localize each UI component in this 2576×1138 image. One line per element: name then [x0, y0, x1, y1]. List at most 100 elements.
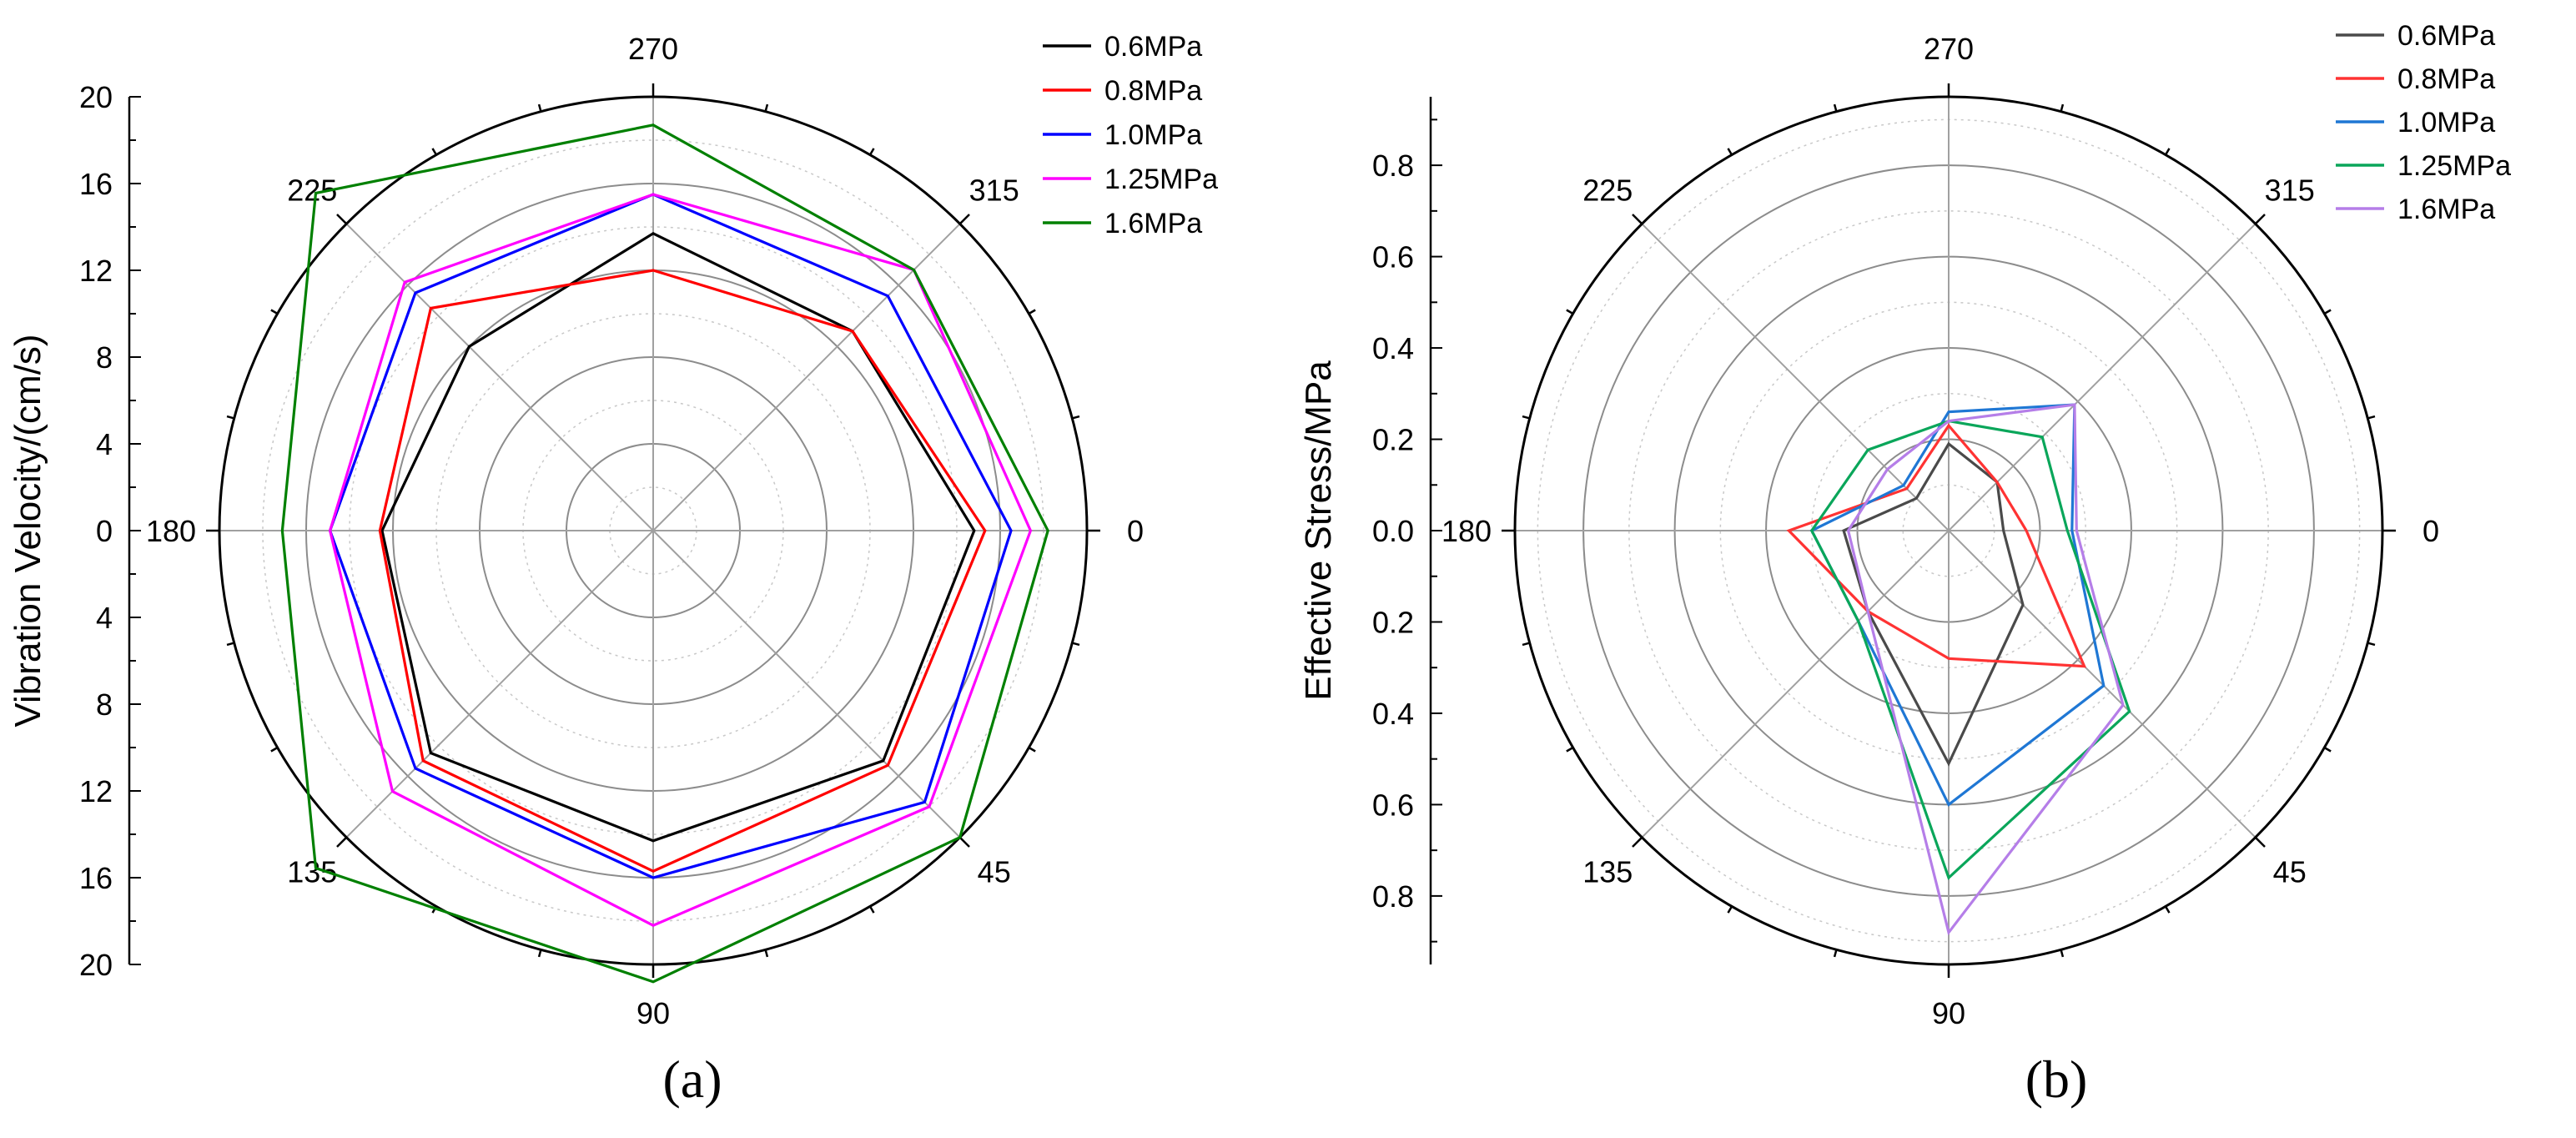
radial-tick-label: 8	[96, 340, 113, 375]
angle-tick	[764, 103, 769, 113]
angle-tick	[336, 836, 348, 848]
angle-tick	[958, 214, 970, 225]
angle-tick	[958, 836, 970, 848]
series-line-1.6MPa	[1846, 403, 2125, 936]
spoke-line	[345, 530, 654, 838]
series-line-0.8MPa	[378, 269, 987, 873]
angle-tick	[1833, 949, 1838, 958]
radial-tick-label: 0.2	[1372, 423, 1414, 457]
angle-tick	[226, 642, 235, 647]
angle-label: 270	[628, 32, 678, 66]
angle-tick	[1522, 642, 1531, 647]
angle-label: 45	[978, 855, 1011, 889]
series-line-1.25MPa	[328, 193, 1033, 927]
series-line-1.6MPa	[280, 123, 1049, 984]
angle-tick	[1727, 905, 1733, 914]
angle-tick	[336, 214, 348, 225]
angle-tick	[2060, 949, 2065, 958]
legend-label: 0.6MPa	[1104, 31, 1202, 63]
angle-tick	[1071, 642, 1080, 647]
angle-tick	[1071, 415, 1080, 420]
radial-tick-label: 0	[96, 514, 113, 548]
angle-label: 180	[1441, 514, 1492, 548]
radial-tick-label: 12	[79, 254, 113, 288]
radial-axis-title: Effective Stress/MPa	[1298, 360, 1339, 701]
radial-tick-label: 16	[79, 861, 113, 895]
spoke-line	[1641, 223, 1950, 531]
radial-tick-label: 0.6	[1372, 788, 1414, 822]
angle-tick	[1522, 415, 1531, 420]
angle-tick	[2164, 148, 2171, 156]
angle-tick	[1727, 148, 1733, 156]
radar-chart-panel-b: 0 45 90 135 180 225 270 315 0.0 0.2 0.2 0.4 0.4 0.6 0.…	[1298, 20, 2511, 1030]
radial-tick-label: 0.8	[1372, 879, 1414, 914]
angle-tick	[2164, 905, 2171, 914]
angle-tick	[2323, 309, 2332, 315]
legend-label: 1.25MPa	[2397, 150, 2511, 182]
angle-label: 270	[1924, 32, 1974, 66]
angle-tick	[764, 949, 769, 958]
legend-label: 1.6MPa	[1104, 208, 1202, 239]
radial-tick-label: 16	[79, 167, 113, 201]
radial-tick-label: 0.4	[1372, 331, 1414, 365]
angle-tick	[1632, 214, 1643, 225]
radial-tick-label: 4	[96, 427, 113, 461]
angle-label: 0	[1127, 514, 1144, 548]
angle-tick	[226, 415, 235, 420]
radar-chart-panel-a: 0459013518022527031504488121216162020Vib…	[8, 31, 1218, 1030]
radial-tick-label: 0.4	[1372, 697, 1414, 731]
angle-tick	[868, 148, 875, 156]
spoke-line	[652, 530, 961, 838]
spoke-line	[1641, 530, 1950, 838]
angle-label: 90	[636, 996, 670, 1030]
angle-tick	[868, 905, 875, 914]
angle-tick	[1566, 309, 1574, 315]
angle-label: 180	[146, 514, 196, 548]
radial-tick-label: 0.2	[1372, 605, 1414, 639]
series-line-0.6MPa	[1842, 441, 2025, 767]
radial-tick-label: 4	[96, 601, 113, 635]
angle-tick	[2323, 746, 2332, 753]
angle-label: 315	[969, 173, 1019, 207]
angle-tick	[270, 309, 279, 315]
spoke-line	[345, 223, 654, 531]
radial-axis-title: Vibration Velocity/(cm/s)	[8, 334, 48, 727]
spoke-line	[652, 223, 961, 531]
angle-tick	[1833, 103, 1838, 113]
legend-label: 0.6MPa	[2397, 20, 2495, 52]
spoke-line	[1948, 223, 2257, 531]
angle-tick	[2060, 103, 2065, 113]
legend-label: 0.8MPa	[2397, 63, 2495, 95]
angle-label: 135	[1582, 855, 1633, 889]
angle-label: 45	[2273, 855, 2307, 889]
angle-tick	[2367, 642, 2376, 647]
panel-a-caption: (a)	[662, 1050, 722, 1109]
angle-label: 90	[1932, 996, 1965, 1030]
legend-label: 1.25MPa	[1104, 164, 1218, 195]
panel-b-caption: (b)	[2025, 1050, 2088, 1109]
angle-tick	[537, 949, 542, 958]
angle-tick	[431, 148, 438, 156]
radial-tick-label: 12	[79, 774, 113, 808]
radial-tick-label: 0.0	[1372, 514, 1414, 548]
angle-tick	[1566, 746, 1574, 753]
angle-tick	[1028, 309, 1036, 315]
angle-label: 225	[1582, 173, 1633, 207]
angle-label: 315	[2265, 173, 2315, 207]
angle-tick	[2254, 214, 2266, 225]
radial-tick-label: 0.6	[1372, 240, 1414, 274]
radial-tick-label: 8	[96, 687, 113, 722]
radial-tick-label: 20	[79, 948, 113, 982]
angle-tick	[2367, 415, 2376, 420]
legend-label: 1.0MPa	[2397, 107, 2495, 138]
series-line-0.6MPa	[380, 231, 976, 843]
angle-tick	[1028, 746, 1036, 753]
radial-tick-label: 0.8	[1372, 149, 1414, 183]
legend-label: 1.0MPa	[1104, 119, 1202, 151]
series-line-1.25MPa	[1809, 419, 2131, 880]
legend-label: 0.8MPa	[1104, 75, 1202, 107]
angle-tick	[270, 746, 279, 753]
legend-label: 1.6MPa	[2397, 194, 2495, 225]
angle-tick	[2254, 836, 2266, 848]
angle-label: 0	[2423, 514, 2439, 548]
